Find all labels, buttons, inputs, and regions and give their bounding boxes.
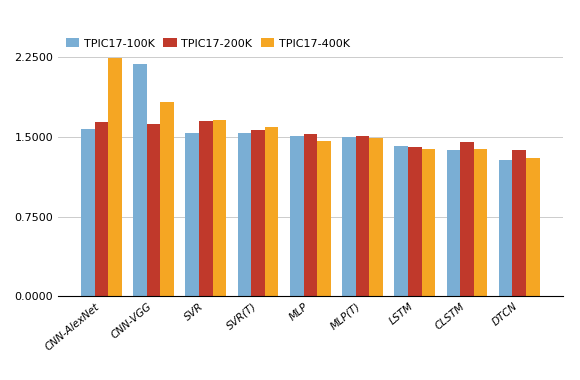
Bar xyxy=(238,133,251,296)
Bar xyxy=(186,133,199,296)
Bar xyxy=(499,160,513,296)
Bar xyxy=(95,122,108,296)
Bar xyxy=(356,136,369,296)
Legend: TPIC17-100K, TPIC17-200K, TPIC17-400K: TPIC17-100K, TPIC17-200K, TPIC17-400K xyxy=(64,36,352,51)
Bar xyxy=(265,127,278,296)
Bar xyxy=(199,121,213,296)
Bar xyxy=(317,141,331,296)
Bar xyxy=(133,65,147,296)
Bar xyxy=(513,150,526,296)
Bar xyxy=(213,120,226,296)
Bar xyxy=(461,142,474,296)
Bar xyxy=(422,149,435,296)
Bar xyxy=(303,134,317,296)
Bar xyxy=(474,149,487,296)
Bar xyxy=(447,150,461,296)
Bar xyxy=(342,137,356,296)
Bar xyxy=(394,146,408,296)
Bar xyxy=(526,158,539,296)
Bar xyxy=(290,136,303,296)
Bar xyxy=(251,130,265,296)
Bar xyxy=(81,129,95,296)
Bar xyxy=(369,138,383,296)
Bar xyxy=(160,102,174,296)
Bar xyxy=(408,147,422,296)
Bar xyxy=(147,124,160,296)
Bar xyxy=(108,57,122,296)
